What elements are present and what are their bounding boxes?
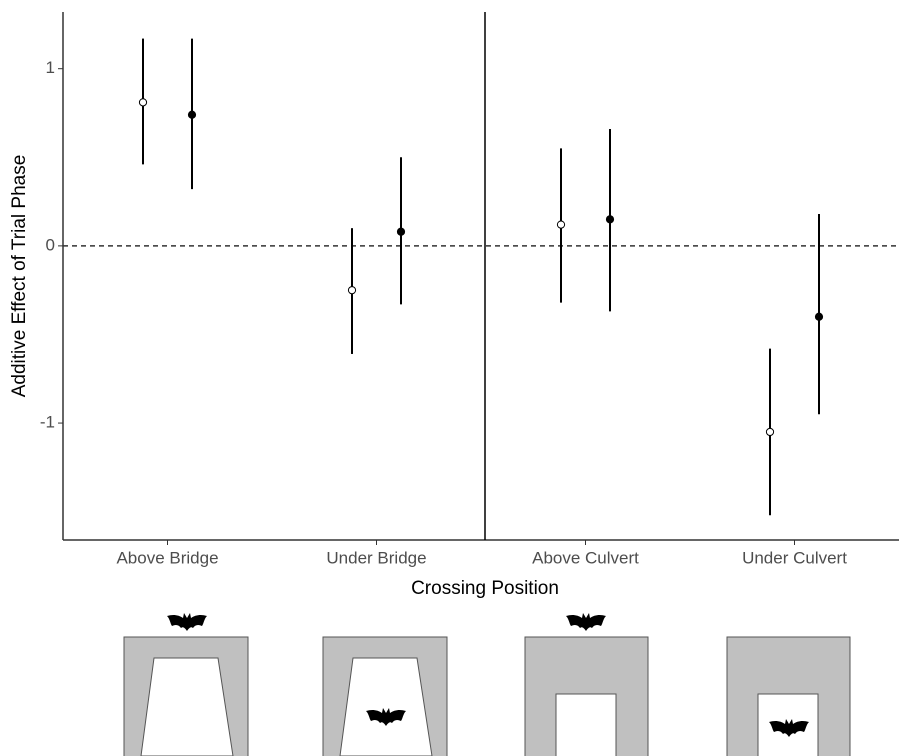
point — [556, 220, 566, 229]
y-axis-title: Additive Effect of Trial Phase — [9, 155, 30, 398]
y-tick-label: -1 — [40, 413, 55, 432]
point — [187, 110, 197, 119]
bat-icon — [566, 613, 606, 631]
y-tick-label: 0 — [46, 235, 55, 254]
x-tick-label: Above Bridge — [116, 548, 218, 567]
plot-area: -1 0 1 Above Bridge Under Bridge Above Culver… — [40, 38, 899, 567]
point — [138, 98, 148, 107]
culvert-opening — [555, 693, 617, 756]
x-tick-label: Under Bridge — [326, 548, 426, 567]
x-tick-label: Above Culvert — [532, 548, 639, 567]
x-axis-title: Crossing Position — [411, 578, 559, 599]
point — [347, 286, 357, 295]
point — [396, 227, 406, 236]
point — [765, 427, 775, 437]
bat-icon — [167, 613, 207, 631]
point — [814, 312, 824, 321]
bridge-opening — [140, 657, 234, 756]
x-tick-label: Under Culvert — [742, 548, 847, 567]
bridge-opening — [339, 657, 433, 756]
illustrations — [123, 613, 851, 756]
y-tick-label: 1 — [46, 58, 55, 77]
point — [605, 215, 615, 224]
